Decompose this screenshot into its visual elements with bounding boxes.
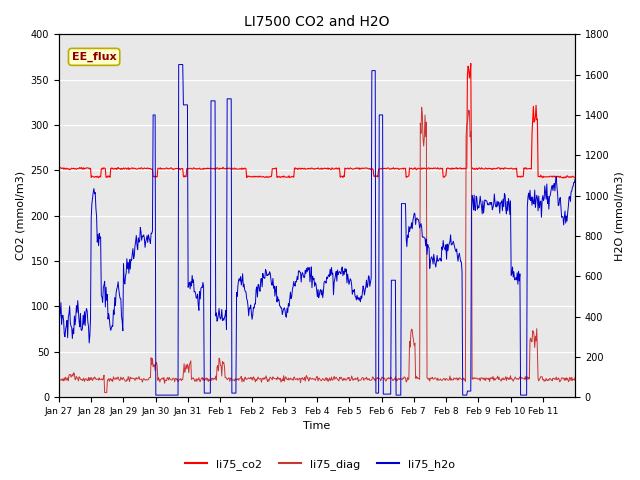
li75_h2o [116, 292, 124, 298]
Y-axis label: CO2 (mmol/m3): CO2 (mmol/m3) [15, 171, 25, 260]
Title: LI7500 CO2 and H2O: LI7500 CO2 and H2O [244, 15, 390, 29]
Text: EE_flux: EE_flux [72, 52, 116, 62]
li75_diag [418, 104, 426, 110]
li75_co2 [572, 175, 579, 180]
li75_co2 [399, 166, 406, 171]
X-axis label: Time: Time [303, 421, 331, 432]
Line: li75_h2o: li75_h2o [59, 65, 575, 395]
li75_h2o [257, 276, 265, 282]
li75_h2o [175, 62, 182, 68]
Y-axis label: H2O (mmol/m3): H2O (mmol/m3) [615, 171, 625, 261]
li75_co2 [559, 175, 567, 181]
li75_co2 [255, 174, 263, 180]
li75_diag [256, 376, 264, 382]
li75_co2 [116, 166, 124, 171]
li75_h2o [55, 321, 63, 327]
li75_h2o [152, 392, 159, 398]
li75_co2 [211, 166, 218, 171]
li75_diag [116, 377, 124, 383]
li75_diag [237, 375, 244, 381]
Line: li75_diag: li75_diag [59, 107, 575, 393]
li75_h2o [572, 177, 579, 182]
li75_h2o [237, 282, 245, 288]
li75_diag [211, 376, 219, 382]
li75_co2 [370, 173, 378, 179]
li75_diag [55, 375, 63, 381]
li75_diag [399, 376, 407, 382]
li75_co2 [236, 166, 244, 172]
Legend: li75_co2, li75_diag, li75_h2o: li75_co2, li75_diag, li75_h2o [180, 455, 460, 474]
li75_diag [572, 374, 579, 380]
li75_diag [101, 390, 109, 396]
li75_diag [371, 376, 378, 382]
li75_co2 [55, 166, 63, 172]
li75_h2o [371, 68, 379, 73]
Line: li75_co2: li75_co2 [59, 63, 575, 178]
li75_h2o [212, 313, 220, 319]
li75_co2 [467, 60, 475, 66]
li75_h2o [400, 201, 408, 206]
